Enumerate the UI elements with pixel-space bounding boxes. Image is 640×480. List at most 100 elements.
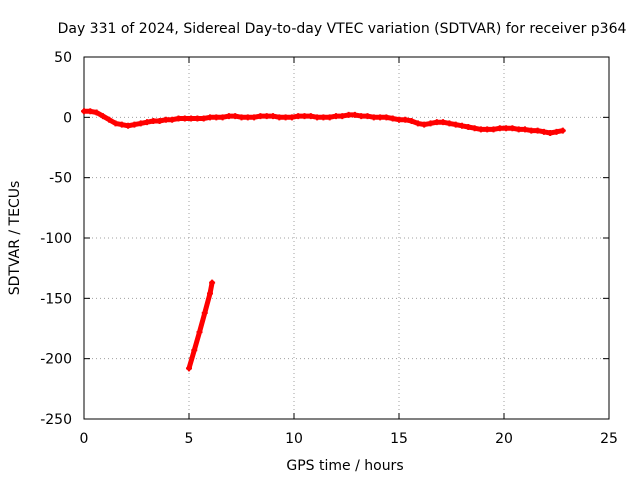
data-point [213,114,220,121]
series-line [186,280,215,371]
data-point [307,113,314,120]
data-point [484,126,491,133]
series-1 [186,279,216,372]
data-point [509,125,516,132]
x-axis-ticks: 0 5 10 15 20 25 [80,57,618,447]
data-point [263,113,270,120]
data-point [191,347,198,354]
series-0 [81,108,566,137]
data-point [320,114,327,121]
data-point [150,117,157,124]
data-point [196,329,203,336]
data-point [522,126,528,133]
data-point [112,120,119,127]
data-point [201,309,208,316]
data-point [175,115,182,122]
data-point [288,114,295,121]
data-point [219,114,226,121]
data-point [200,115,207,122]
data-point [144,119,150,126]
plot-frame [83,56,610,420]
data-point [540,128,547,135]
data-point [421,121,428,128]
data-point [131,121,138,128]
data-point [118,121,125,128]
data-series [81,108,566,372]
data-point [326,114,333,121]
data-point [295,113,302,120]
data-point [181,115,188,122]
data-point [194,115,201,122]
data-point [358,113,365,120]
data-point [232,113,239,120]
data-point [162,116,169,123]
y-axis-label: SDTVAR / TECUs [7,181,23,296]
data-point [433,119,440,126]
data-point [402,116,409,123]
y-tick-label: -250 [40,412,72,428]
data-point [282,114,289,121]
x-axis-label: GPS time / hours [286,458,403,474]
data-point [137,120,144,127]
x-tick-label: 25 [600,431,618,447]
data-point [465,123,472,130]
data-point [408,117,415,124]
data-point [440,119,447,126]
data-point [427,120,434,127]
data-point [364,113,371,120]
data-point [251,114,258,121]
grid-lines [84,57,609,419]
y-tick-label: 0 [63,110,72,126]
data-point [244,114,251,121]
x-tick-label: 20 [495,431,513,447]
data-point [547,130,554,137]
data-point [503,125,510,132]
data-point [276,114,283,121]
data-point [377,114,384,121]
data-point [333,113,339,120]
y-tick-label: -50 [49,171,72,187]
data-point [209,279,216,286]
data-point [452,121,459,128]
data-point [515,126,522,133]
x-tick-label: 0 [80,431,89,447]
data-point [156,117,163,124]
y-tick-label: 50 [54,50,72,66]
data-point [125,122,132,129]
data-point [414,120,421,127]
data-point [238,114,245,121]
data-point [490,126,497,133]
data-point [351,111,358,118]
x-tick-label: 10 [285,431,303,447]
data-point [471,125,478,132]
data-point [477,126,484,133]
data-point [99,113,106,120]
x-tick-label: 15 [390,431,408,447]
data-point [270,113,276,120]
data-point [207,290,213,297]
y-tick-label: -200 [40,352,72,368]
data-point [81,108,87,115]
data-point [534,127,541,134]
y-tick-label: -100 [40,231,72,247]
data-point [225,113,232,120]
data-point [446,120,453,127]
data-point [370,114,377,121]
y-tick-label: -150 [40,291,72,307]
data-point [345,111,352,118]
data-point [339,113,346,120]
data-point [106,116,113,123]
data-point [496,125,503,132]
data-point [553,128,560,135]
data-point [528,127,535,134]
data-point [257,113,264,120]
data-point [186,365,192,372]
data-point [87,108,94,115]
data-point [188,115,195,122]
data-point [169,116,176,123]
data-point [459,122,465,129]
data-point [389,115,396,122]
data-point [559,127,566,134]
data-point [301,113,308,120]
